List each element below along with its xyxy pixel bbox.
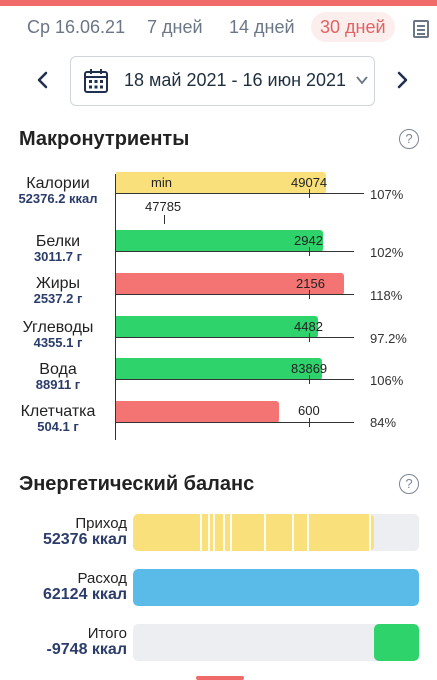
water-value: 88911 г (35, 377, 81, 392)
income-label: Приход (75, 515, 127, 532)
water-bar-value: 83869 (291, 361, 328, 376)
fiber-value: 504.1 г (37, 419, 79, 434)
calendar-icon (84, 69, 108, 93)
energy-help-icon[interactable]: ? (399, 474, 419, 494)
fiber-bar-value: 600 (298, 403, 320, 418)
energy-section-title: Энергетический баланс (19, 473, 255, 495)
expense-label: Расход (77, 570, 127, 587)
income-fill (133, 514, 374, 551)
date-range-selector[interactable]: 18 май 2021 - 16 июн 2021 (70, 56, 375, 106)
fiber-label: Клетчатка (20, 403, 96, 420)
income-segment (200, 514, 202, 551)
carbs-bar (116, 316, 318, 338)
income-segment (230, 514, 232, 551)
next-period-button[interactable] (392, 66, 412, 94)
protein-percent: 102% (370, 245, 404, 260)
protein-norm-line (116, 251, 354, 252)
expense-value: 62124 ккал (42, 586, 127, 603)
chart-axis (115, 174, 116, 440)
fat-value: 2537.2 г (33, 291, 83, 306)
protein-label: Белки (35, 233, 81, 250)
fat-bar-value: 2156 (296, 276, 325, 291)
expense-track (133, 569, 419, 606)
income-segment (292, 514, 294, 551)
total-label: Итого (87, 625, 127, 642)
carbs-percent: 97.2% (370, 331, 407, 346)
calories-min-tick (164, 215, 165, 224)
total-value: -9748 ккал (46, 641, 127, 658)
chevron-down-icon (356, 76, 368, 85)
fiber-norm-tick (309, 418, 310, 427)
calories-value: 52376.2 ккал (18, 191, 98, 206)
protein-norm-tick (309, 247, 310, 256)
calories-norm-tick (309, 189, 310, 198)
calories-bar (116, 172, 326, 194)
expense-fill (133, 569, 419, 606)
date-range-text: 18 май 2021 - 16 июн 2021 (124, 70, 347, 90)
calories-min-value: 47785 (145, 199, 182, 214)
income-segment (307, 514, 309, 551)
prev-period-button[interactable] (33, 66, 53, 94)
fat-bar (116, 273, 344, 295)
income-segment (369, 514, 371, 551)
fat-percent: 118% (370, 288, 403, 303)
calories-percent: 107% (370, 187, 404, 202)
fat-label: Жиры (35, 275, 81, 292)
chevron-right-icon (397, 71, 408, 89)
bottom-handle (196, 676, 244, 680)
carbs-value: 4355.1 г (33, 335, 83, 350)
total-track (133, 624, 419, 661)
water-percent: 106% (370, 373, 404, 388)
carbs-bar-value: 4482 (294, 319, 323, 334)
water-label: Вода (39, 361, 77, 378)
tab-7-days[interactable]: 7 дней (147, 17, 203, 37)
income-segment (208, 514, 210, 551)
tab-day[interactable]: Ср 16.06.21 (27, 17, 126, 37)
protein-bar (116, 230, 323, 252)
carbs-norm-line (116, 337, 354, 338)
top-accent-bar (0, 0, 437, 6)
calories-norm-line (116, 193, 364, 194)
calories-bar-value: 49074 (291, 175, 328, 190)
fat-norm-tick (309, 290, 310, 299)
water-norm-line (116, 379, 354, 380)
calories-min-label: min (151, 175, 172, 190)
protein-bar-value: 2942 (294, 233, 323, 248)
water-norm-tick (309, 375, 310, 384)
energy-balance: Приход 52376 ккал Расход 62124 ккал Итог… (0, 468, 437, 680)
macro-chart: Калории 52376.2 ккал min 49074 107% 4778… (0, 160, 437, 450)
macro-help-icon[interactable]: ? (399, 129, 419, 149)
fiber-norm-line (116, 422, 354, 423)
macro-section-title: Макронутриенты (19, 128, 190, 150)
fat-norm-line (116, 294, 354, 295)
income-segment (264, 514, 266, 551)
water-bar (116, 358, 322, 380)
income-segment (223, 514, 225, 551)
fiber-bar (116, 401, 279, 423)
report-icon[interactable] (413, 20, 429, 38)
income-value: 52376 ккал (42, 531, 127, 548)
fiber-percent: 84% (370, 415, 397, 430)
income-segment (213, 514, 215, 551)
period-tabs: Ср 16.06.21 7 дней 14 дней 30 дней (0, 12, 437, 46)
calories-label: Калории (26, 175, 90, 192)
carbs-label: Углеводы (22, 319, 94, 336)
chevron-left-icon (37, 71, 48, 89)
carbs-norm-tick (309, 333, 310, 342)
total-fill (374, 624, 419, 661)
tab-14-days[interactable]: 14 дней (229, 17, 295, 37)
income-track (133, 514, 419, 551)
protein-value: 3011.7 г (33, 249, 83, 264)
tab-30-days[interactable]: 30 дней (311, 12, 395, 42)
